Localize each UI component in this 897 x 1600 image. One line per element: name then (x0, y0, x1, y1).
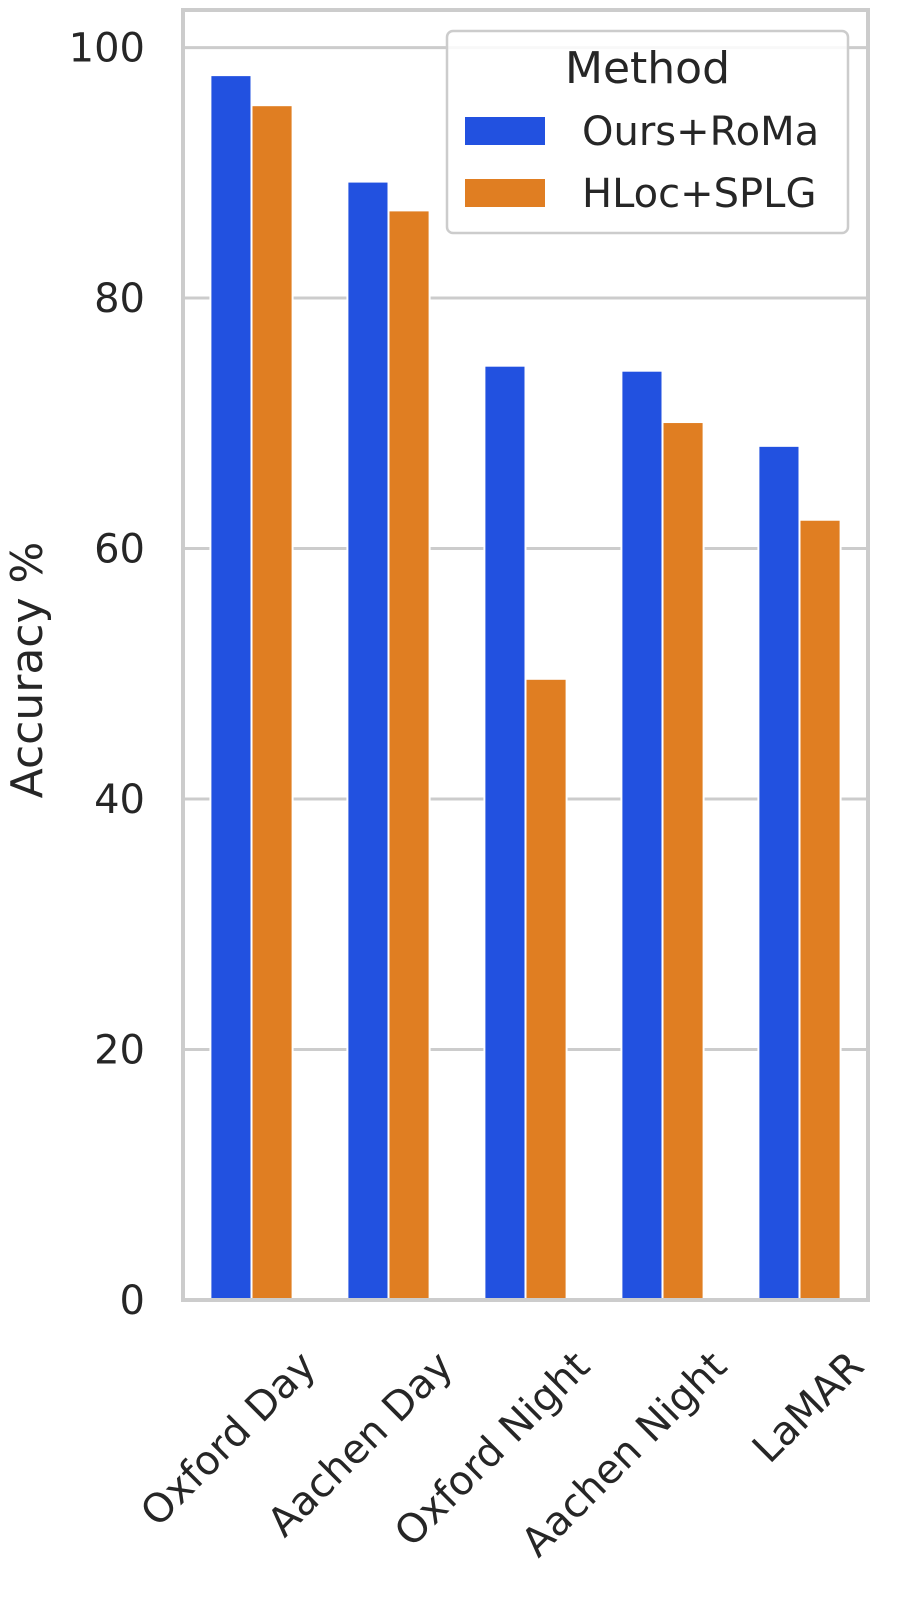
legend-swatch (465, 117, 545, 145)
y-tick-label: 80 (94, 276, 145, 322)
legend-label: Ours+RoMa (582, 109, 819, 155)
legend-items: Ours+RoMa HLoc+SPLG (465, 109, 819, 217)
bar-ours-roma-lamar (757, 444, 801, 1301)
x-tick-label: LaMAR (744, 1343, 873, 1472)
bar-hloc-splg-lamar (798, 518, 842, 1301)
bars (209, 74, 842, 1302)
y-tick-label: 100 (69, 26, 145, 72)
legend: Method Ours+RoMa HLoc+SPLG (445, 29, 850, 235)
bar-hloc-splg-oxford-night (524, 677, 568, 1301)
bar-hloc-splg-aachen-night (661, 421, 705, 1302)
bar-hloc-splg-oxford-day (250, 104, 294, 1302)
legend-box (445, 29, 850, 235)
y-tick-labels: 0 20 40 60 80 100 (69, 26, 145, 1324)
y-tick-label: 60 (94, 527, 145, 573)
bar-ours-roma-aachen-day (346, 180, 390, 1301)
y-tick-label: 0 (120, 1278, 145, 1324)
y-axis-label: Accuracy % (2, 542, 53, 799)
legend-swatch (465, 179, 545, 207)
bar-ours-roma-oxford-day (209, 74, 253, 1301)
bar-ours-roma-oxford-night (483, 364, 527, 1301)
bar-hloc-splg-aachen-day (387, 209, 431, 1302)
legend-title: Method (565, 43, 730, 94)
plot-frame (181, 8, 870, 1302)
legend-label: HLoc+SPLG (582, 171, 816, 217)
bar-ours-roma-aachen-night (620, 369, 664, 1301)
y-tick-label: 40 (94, 777, 145, 823)
y-tick-label: 20 (94, 1028, 145, 1074)
